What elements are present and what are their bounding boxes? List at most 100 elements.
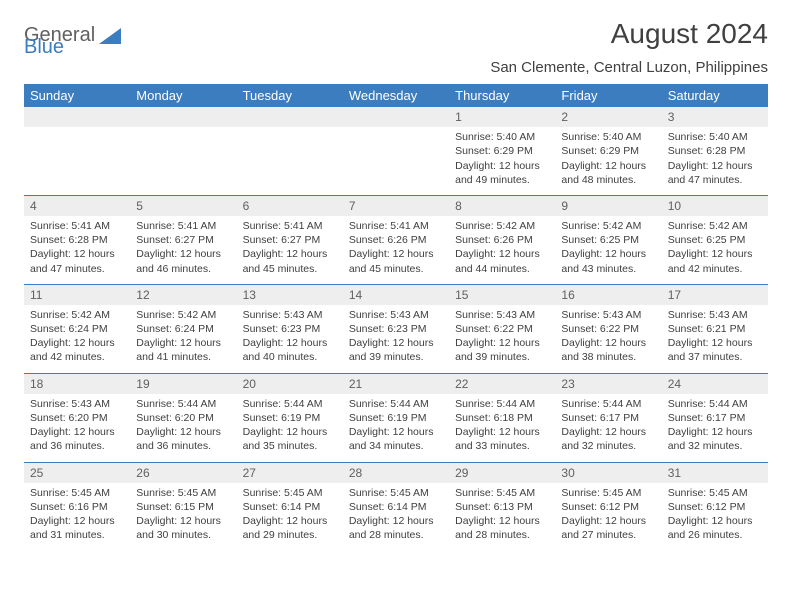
daylight-line: Daylight: 12 hours and 42 minutes.: [30, 336, 124, 364]
location-subtitle: San Clemente, Central Luzon, Philippines: [24, 59, 768, 76]
daylight-line: Daylight: 12 hours and 32 minutes.: [668, 425, 762, 453]
sunrise-line: Sunrise: 5:42 AM: [30, 308, 124, 322]
day-body: Sunrise: 5:40 AMSunset: 6:29 PMDaylight:…: [449, 127, 555, 195]
sunset-line: Sunset: 6:24 PM: [30, 322, 124, 336]
daylight-line: Daylight: 12 hours and 28 minutes.: [455, 514, 549, 542]
daylight-line: Daylight: 12 hours and 43 minutes.: [561, 247, 655, 275]
sunrise-line: Sunrise: 5:43 AM: [455, 308, 549, 322]
day-body: Sunrise: 5:41 AMSunset: 6:27 PMDaylight:…: [237, 216, 343, 284]
daynum-row: 25Sunrise: 5:45 AMSunset: 6:16 PMDayligh…: [24, 462, 768, 550]
day-cell: 20Sunrise: 5:44 AMSunset: 6:19 PMDayligh…: [237, 373, 343, 462]
sunset-line: Sunset: 6:23 PM: [243, 322, 337, 336]
sunrise-line: Sunrise: 5:41 AM: [30, 219, 124, 233]
day-cell: 11Sunrise: 5:42 AMSunset: 6:24 PMDayligh…: [24, 284, 130, 373]
sunrise-line: Sunrise: 5:43 AM: [349, 308, 443, 322]
day-number: 21: [343, 374, 449, 394]
daylight-line: Daylight: 12 hours and 45 minutes.: [243, 247, 337, 275]
day-body: [24, 127, 130, 152]
sunrise-line: Sunrise: 5:41 AM: [243, 219, 337, 233]
day-body: [130, 127, 236, 152]
sunrise-line: Sunrise: 5:43 AM: [561, 308, 655, 322]
sunrise-line: Sunrise: 5:45 AM: [561, 486, 655, 500]
sunrise-line: Sunrise: 5:42 AM: [136, 308, 230, 322]
day-body: Sunrise: 5:42 AMSunset: 6:25 PMDaylight:…: [555, 216, 661, 284]
day-number: 24: [662, 374, 768, 394]
daylight-line: Daylight: 12 hours and 47 minutes.: [668, 159, 762, 187]
daylight-line: Daylight: 12 hours and 40 minutes.: [243, 336, 337, 364]
sunrise-line: Sunrise: 5:42 AM: [455, 219, 549, 233]
day-number: 29: [449, 463, 555, 483]
day-body: Sunrise: 5:45 AMSunset: 6:13 PMDaylight:…: [449, 483, 555, 551]
weekday-header: Wednesday: [343, 84, 449, 107]
day-number: 6: [237, 196, 343, 216]
weekday-header: Saturday: [662, 84, 768, 107]
day-cell: 21Sunrise: 5:44 AMSunset: 6:19 PMDayligh…: [343, 373, 449, 462]
daylight-line: Daylight: 12 hours and 38 minutes.: [561, 336, 655, 364]
daylight-line: Daylight: 12 hours and 39 minutes.: [455, 336, 549, 364]
daylight-line: Daylight: 12 hours and 39 minutes.: [349, 336, 443, 364]
logo-triangle-icon: [99, 28, 121, 44]
sunset-line: Sunset: 6:29 PM: [455, 144, 549, 158]
day-number: 14: [343, 285, 449, 305]
day-body: Sunrise: 5:40 AMSunset: 6:28 PMDaylight:…: [662, 127, 768, 195]
day-body: Sunrise: 5:42 AMSunset: 6:24 PMDaylight:…: [24, 305, 130, 373]
day-cell: [24, 107, 130, 195]
day-cell: 10Sunrise: 5:42 AMSunset: 6:25 PMDayligh…: [662, 195, 768, 284]
day-number: 17: [662, 285, 768, 305]
sunset-line: Sunset: 6:26 PM: [455, 233, 549, 247]
daylight-line: Daylight: 12 hours and 32 minutes.: [561, 425, 655, 453]
sunrise-line: Sunrise: 5:41 AM: [349, 219, 443, 233]
day-number: 8: [449, 196, 555, 216]
day-body: Sunrise: 5:45 AMSunset: 6:12 PMDaylight:…: [555, 483, 661, 551]
sunset-line: Sunset: 6:16 PM: [30, 500, 124, 514]
sunrise-line: Sunrise: 5:40 AM: [455, 130, 549, 144]
day-body: Sunrise: 5:44 AMSunset: 6:17 PMDaylight:…: [555, 394, 661, 462]
month-title: August 2024: [611, 18, 768, 50]
daylight-line: Daylight: 12 hours and 48 minutes.: [561, 159, 655, 187]
day-body: Sunrise: 5:43 AMSunset: 6:23 PMDaylight:…: [237, 305, 343, 373]
day-cell: 8 Sunrise: 5:42 AMSunset: 6:26 PMDaylight…: [449, 195, 555, 284]
sunrise-line: Sunrise: 5:44 AM: [243, 397, 337, 411]
sunrise-line: Sunrise: 5:43 AM: [30, 397, 124, 411]
day-number: 28: [343, 463, 449, 483]
day-body: Sunrise: 5:45 AMSunset: 6:16 PMDaylight:…: [24, 483, 130, 551]
sunset-line: Sunset: 6:13 PM: [455, 500, 549, 514]
sunset-line: Sunset: 6:12 PM: [561, 500, 655, 514]
sunset-line: Sunset: 6:17 PM: [668, 411, 762, 425]
daylight-line: Daylight: 12 hours and 36 minutes.: [30, 425, 124, 453]
day-cell: 16Sunrise: 5:43 AMSunset: 6:22 PMDayligh…: [555, 284, 661, 373]
day-number: 31: [662, 463, 768, 483]
day-cell: 23Sunrise: 5:44 AMSunset: 6:17 PMDayligh…: [555, 373, 661, 462]
sunset-line: Sunset: 6:15 PM: [136, 500, 230, 514]
day-body: Sunrise: 5:44 AMSunset: 6:20 PMDaylight:…: [130, 394, 236, 462]
day-number: 15: [449, 285, 555, 305]
day-body: Sunrise: 5:43 AMSunset: 6:21 PMDaylight:…: [662, 305, 768, 373]
daylight-line: Daylight: 12 hours and 33 minutes.: [455, 425, 549, 453]
weekday-header: Friday: [555, 84, 661, 107]
sunset-line: Sunset: 6:26 PM: [349, 233, 443, 247]
day-body: Sunrise: 5:45 AMSunset: 6:14 PMDaylight:…: [343, 483, 449, 551]
sunrise-line: Sunrise: 5:43 AM: [668, 308, 762, 322]
daylight-line: Daylight: 12 hours and 31 minutes.: [30, 514, 124, 542]
sunrise-line: Sunrise: 5:44 AM: [349, 397, 443, 411]
day-cell: 6Sunrise: 5:41 AMSunset: 6:27 PMDaylight…: [237, 195, 343, 284]
day-number: 19: [130, 374, 236, 394]
day-cell: 19Sunrise: 5:44 AMSunset: 6:20 PMDayligh…: [130, 373, 236, 462]
day-number: 2: [555, 107, 661, 127]
day-body: Sunrise: 5:44 AMSunset: 6:18 PMDaylight:…: [449, 394, 555, 462]
sunset-line: Sunset: 6:21 PM: [668, 322, 762, 336]
day-body: Sunrise: 5:42 AMSunset: 6:25 PMDaylight:…: [662, 216, 768, 284]
sunrise-line: Sunrise: 5:42 AM: [561, 219, 655, 233]
daynum-row: 4Sunrise: 5:41 AMSunset: 6:28 PMDaylight…: [24, 195, 768, 284]
sunset-line: Sunset: 6:19 PM: [349, 411, 443, 425]
daylight-line: Daylight: 12 hours and 44 minutes.: [455, 247, 549, 275]
day-cell: 15Sunrise: 5:43 AMSunset: 6:22 PMDayligh…: [449, 284, 555, 373]
sunset-line: Sunset: 6:19 PM: [243, 411, 337, 425]
day-number: 7: [343, 196, 449, 216]
day-number: 10: [662, 196, 768, 216]
sunset-line: Sunset: 6:28 PM: [30, 233, 124, 247]
sunset-line: Sunset: 6:27 PM: [243, 233, 337, 247]
sunset-line: Sunset: 6:12 PM: [668, 500, 762, 514]
daynum-row: 1Sunrise: 5:40 AMSunset: 6:29 PMDaylight…: [24, 107, 768, 195]
sunrise-line: Sunrise: 5:44 AM: [668, 397, 762, 411]
